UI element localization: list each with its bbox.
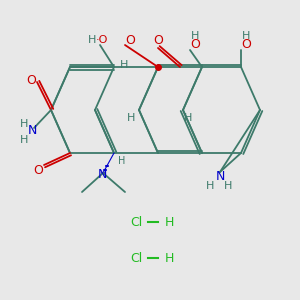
Text: O: O (190, 38, 200, 52)
Text: N: N (215, 170, 225, 184)
Text: H: H (191, 31, 199, 41)
Text: Cl: Cl (130, 251, 142, 265)
Text: H: H (118, 156, 126, 166)
Text: H: H (242, 31, 250, 41)
Text: O: O (26, 74, 36, 86)
Text: H: H (224, 181, 232, 191)
Text: H: H (20, 135, 28, 145)
Text: H: H (120, 60, 128, 70)
Text: H: H (88, 35, 96, 45)
Text: O: O (125, 34, 135, 46)
Text: O: O (241, 38, 251, 52)
Text: H: H (206, 181, 214, 191)
Text: H: H (165, 251, 174, 265)
Text: ·O: ·O (96, 35, 108, 45)
Text: O: O (33, 164, 43, 176)
Text: H: H (127, 113, 135, 123)
Text: N: N (27, 124, 37, 136)
Text: H: H (165, 215, 174, 229)
Text: O: O (153, 34, 163, 47)
Text: H: H (20, 119, 28, 129)
Text: N: N (97, 169, 107, 182)
Text: Cl: Cl (130, 215, 142, 229)
Text: H: H (184, 113, 192, 123)
